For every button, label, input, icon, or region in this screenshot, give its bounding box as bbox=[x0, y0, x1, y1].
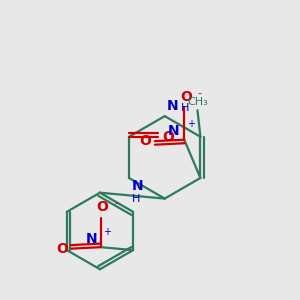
Text: N: N bbox=[168, 124, 180, 138]
Text: -: - bbox=[114, 198, 118, 208]
Text: O: O bbox=[162, 130, 174, 144]
Text: O: O bbox=[56, 242, 68, 256]
Text: +: + bbox=[103, 227, 111, 237]
Text: O: O bbox=[180, 90, 192, 104]
Text: N: N bbox=[167, 99, 179, 113]
Text: H: H bbox=[131, 194, 140, 204]
Text: O: O bbox=[140, 134, 151, 148]
Text: N: N bbox=[85, 232, 97, 246]
Text: -: - bbox=[197, 88, 202, 98]
Text: CH₃: CH₃ bbox=[187, 97, 208, 107]
Text: +: + bbox=[187, 119, 195, 129]
Text: N: N bbox=[131, 179, 143, 194]
Text: H: H bbox=[181, 103, 189, 113]
Text: O: O bbox=[96, 200, 108, 214]
